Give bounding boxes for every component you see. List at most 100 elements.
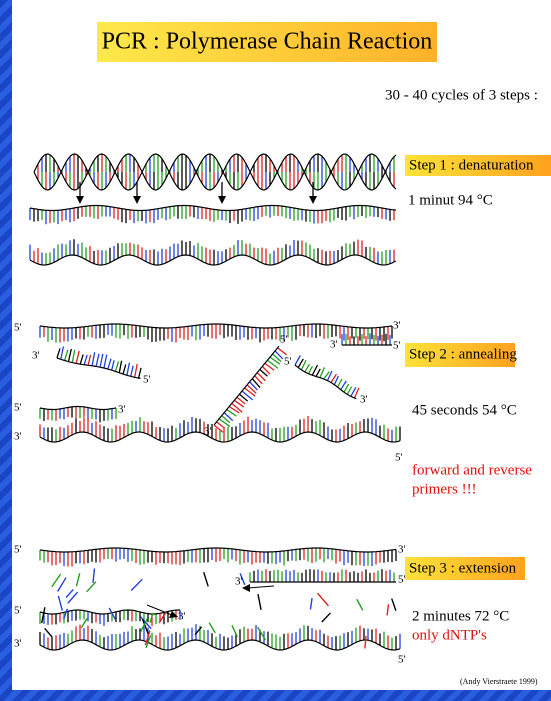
dntp: [208, 622, 216, 634]
title: PCR : Polymerase Chain Reaction: [102, 29, 433, 55]
diagram: PCR : Polymerase Chain Reaction 30 - 40 …: [14, 22, 551, 686]
base: [343, 383, 350, 393]
base: [95, 353, 100, 367]
base: [75, 350, 80, 364]
dntp: [149, 612, 154, 623]
dntp: [144, 630, 151, 646]
step-note: only dNTP's: [412, 627, 487, 643]
base: [350, 387, 357, 397]
base: [326, 370, 333, 381]
dntp: [57, 595, 63, 611]
backbone: [39, 323, 393, 329]
strand-end-label: 5': [280, 334, 288, 346]
title-box: [97, 22, 437, 62]
base: [87, 354, 92, 366]
backbone: [294, 364, 357, 400]
base: [353, 387, 360, 399]
base: [277, 347, 288, 356]
base: [333, 375, 339, 386]
strand-end-label: 3': [178, 611, 186, 623]
backbone: [39, 431, 401, 443]
base: [114, 361, 120, 372]
dntp: [391, 598, 397, 612]
arrow-head: [309, 196, 317, 204]
backbone: [39, 609, 180, 615]
dntp: [321, 612, 331, 623]
strand-end-label: 3': [14, 431, 22, 443]
base: [330, 373, 337, 383]
base: [130, 365, 134, 377]
base: [246, 384, 257, 394]
helix: [33, 153, 397, 191]
base: [231, 402, 243, 413]
step-label: Step 3 : extension: [409, 560, 517, 576]
base: [111, 360, 115, 371]
dntp: [257, 593, 262, 610]
strand-end-label: 3': [398, 544, 406, 556]
dntp: [309, 598, 313, 610]
arrow-head: [218, 196, 226, 204]
base: [107, 358, 112, 370]
backbone: [56, 357, 141, 379]
base: [241, 390, 254, 401]
base: [134, 363, 138, 378]
strand-end-label: 3': [393, 320, 401, 332]
arrow: [146, 604, 173, 616]
base: [218, 418, 231, 427]
helix: [33, 153, 397, 191]
dntp: [239, 573, 246, 586]
strand-end-label: 5': [14, 605, 22, 617]
strand-end-label: 3': [32, 350, 40, 362]
strand-end-label: 5': [14, 322, 22, 334]
dntp: [145, 635, 152, 649]
base: [300, 359, 307, 371]
step-detail: 2 minutes 72 °C: [412, 608, 509, 624]
strand-end-label: 5': [14, 402, 22, 414]
dntp: [63, 608, 69, 620]
backbone: [39, 639, 401, 651]
strand-end-label: 3': [204, 426, 212, 438]
base: [60, 346, 65, 360]
dntp: [356, 598, 364, 611]
step-label: Step 1 : denaturation: [409, 157, 534, 173]
base: [228, 405, 240, 414]
strand-end-label: 5': [143, 374, 151, 386]
dntp: [203, 571, 209, 587]
dntp: [86, 581, 97, 593]
dntp: [231, 625, 238, 638]
step-box: [405, 343, 515, 367]
step-detail: 45 seconds 54 °C: [412, 402, 517, 418]
arrow: [247, 585, 275, 589]
backbone: [29, 204, 397, 212]
base: [264, 362, 275, 371]
base: [137, 367, 142, 379]
base: [315, 368, 321, 377]
backbone: [213, 345, 280, 426]
strand-end-label: 3': [118, 404, 126, 416]
dntp: [386, 604, 390, 616]
credit: (Andy Vierstraete 1999): [460, 677, 538, 686]
base: [340, 380, 347, 391]
base: [221, 415, 231, 424]
base: [256, 372, 266, 382]
base: [213, 424, 224, 433]
base: [274, 350, 284, 360]
dntp: [130, 578, 143, 591]
base: [251, 378, 261, 388]
base: [118, 360, 123, 373]
strand-end-label: 5': [284, 356, 292, 368]
strand-end-label: 5': [14, 544, 22, 556]
base: [272, 353, 282, 363]
dntp: [194, 626, 203, 636]
base: [122, 364, 127, 375]
strand-end-label: 3': [14, 638, 22, 650]
base: [311, 364, 319, 376]
dntp: [316, 592, 329, 607]
base: [83, 354, 88, 365]
dntp: [75, 573, 81, 587]
dntp: [44, 627, 53, 638]
base: [304, 363, 310, 373]
dna-art: [29, 153, 401, 651]
dntp: [80, 618, 88, 629]
base: [63, 349, 69, 361]
